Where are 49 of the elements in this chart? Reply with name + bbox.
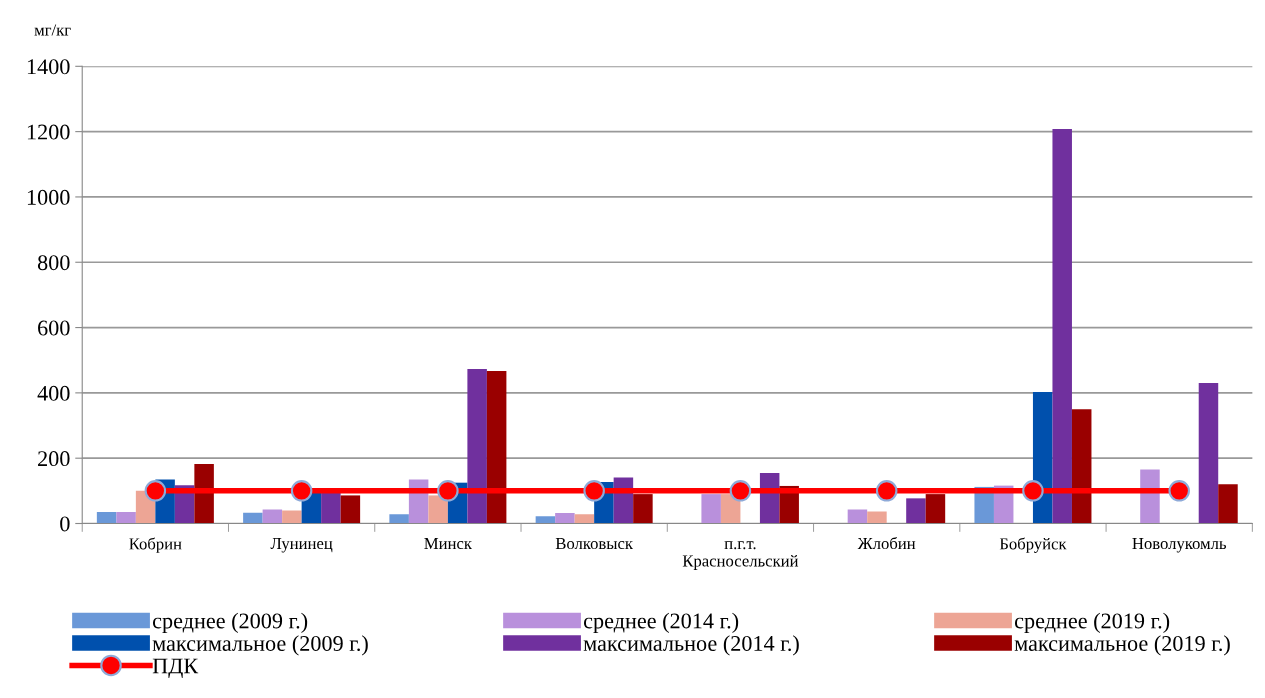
- bar: [282, 510, 302, 524]
- bar: [1071, 409, 1092, 524]
- bar: [633, 494, 653, 524]
- bar: [96, 512, 117, 524]
- bar: [243, 512, 263, 524]
- bar: [428, 495, 448, 524]
- x-tick-label: Бобруйск: [999, 537, 1067, 553]
- bar: [1198, 383, 1219, 524]
- bar: [116, 512, 136, 524]
- x-tick-label: Кобрин: [129, 537, 182, 553]
- y-tick-label: 200: [38, 451, 70, 467]
- legend-label: максимальное (2009 г.): [152, 635, 368, 656]
- bar: [194, 464, 214, 524]
- bar: [555, 513, 575, 524]
- bar: [467, 369, 487, 524]
- y-tick-label: 600: [38, 320, 70, 336]
- y-tick-label: 800: [37, 255, 70, 271]
- bar: [389, 514, 409, 524]
- bar: [906, 498, 926, 524]
- x-tick-label: Волковыск: [555, 538, 634, 550]
- bar: [574, 514, 595, 524]
- x-tick-label: Жлобин: [857, 537, 916, 550]
- bar: [486, 370, 507, 524]
- legend-label: ПДК: [152, 658, 199, 678]
- bar: [535, 516, 556, 524]
- legend-label: максимальное (2019 г.): [1014, 635, 1230, 656]
- bar: [1052, 129, 1072, 524]
- bar: [1218, 484, 1238, 524]
- legend-label: среднее (2009 г.): [152, 612, 308, 633]
- legend-label: среднее (2019 г.): [1015, 612, 1170, 633]
- y-axis-title: мг/кг: [34, 24, 71, 36]
- bar: [925, 494, 946, 524]
- y-tick-label: 1400: [27, 59, 70, 75]
- bar: [340, 495, 361, 524]
- x-tick-label: Минск: [424, 538, 472, 550]
- legend-label: максимальное (2014 г.): [583, 635, 799, 656]
- bar: [321, 492, 341, 524]
- y-tick-label: 1200: [27, 124, 70, 140]
- legend-label: среднее (2014 г.): [583, 612, 739, 633]
- y-tick-label: 1000: [27, 189, 70, 205]
- x-tick-label: Лунинец: [270, 537, 333, 553]
- x-tick-label: Новолукомль: [1132, 537, 1227, 553]
- bar: [701, 494, 721, 524]
- y-tick-label: 0: [60, 516, 70, 532]
- bar: [262, 509, 283, 524]
- y-tick-label: 400: [37, 385, 70, 401]
- bar: [847, 509, 868, 524]
- bar: [867, 511, 887, 524]
- x-tick-label: п.г.т. Красносельский: [682, 541, 799, 570]
